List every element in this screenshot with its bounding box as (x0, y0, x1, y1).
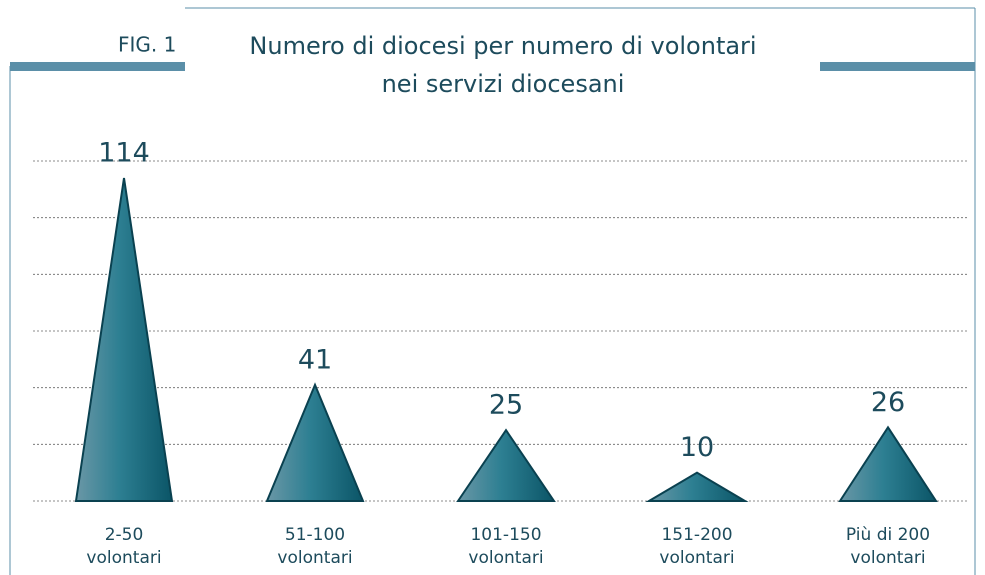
x-tick-label: 51-100 (285, 525, 345, 545)
triangle-bar (265, 382, 365, 502)
x-tick-label: volontari (659, 548, 734, 568)
chart-title: nei servizi diocesani (382, 70, 625, 98)
value-label: 25 (489, 390, 523, 421)
value-label: 41 (298, 344, 332, 375)
header-bar-right (820, 62, 975, 71)
triangle-bar (645, 471, 749, 502)
x-tick-label: volontari (277, 548, 352, 568)
value-label: 114 (98, 138, 150, 169)
x-tick-label: 2-50 (105, 525, 144, 545)
value-label: 26 (871, 387, 905, 418)
triangle-bar (456, 428, 556, 502)
triangle-bar (74, 177, 174, 502)
value-label: 10 (680, 432, 714, 463)
figure-label: FIG. 1 (118, 33, 176, 57)
x-tick-label: volontari (850, 548, 925, 568)
x-tick-label: 101-150 (470, 525, 541, 545)
chart-title: Numero di diocesi per numero di volontar… (249, 32, 756, 60)
header-bar-left (10, 62, 185, 71)
triangle-bar (838, 425, 938, 502)
x-tick-label: Più di 200 (846, 525, 930, 545)
x-tick-label: volontari (468, 548, 543, 568)
x-tick-label: volontari (86, 548, 161, 568)
x-tick-label: 151-200 (661, 525, 732, 545)
